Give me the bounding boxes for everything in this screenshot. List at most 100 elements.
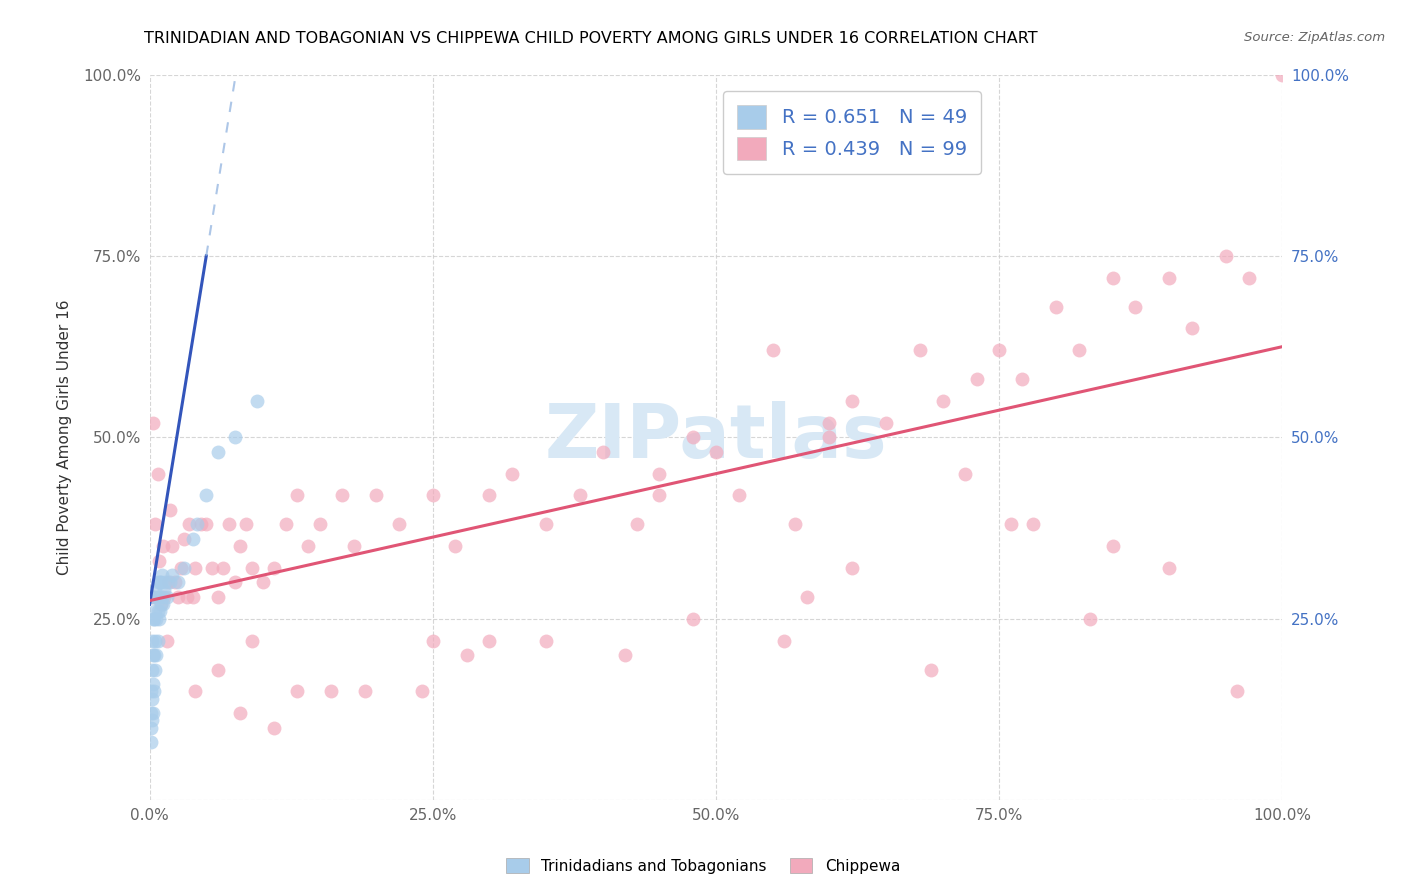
Point — [143, 590, 166, 604]
Point — [366, 488, 388, 502]
Point — [159, 575, 181, 590]
Point — [143, 663, 166, 677]
Point — [246, 394, 269, 409]
Point — [153, 582, 176, 597]
Point — [162, 539, 184, 553]
Text: Source: ZipAtlas.com: Source: ZipAtlas.com — [1244, 31, 1385, 45]
Point — [143, 605, 166, 619]
Point — [142, 612, 165, 626]
Point — [142, 590, 165, 604]
Point — [173, 561, 195, 575]
Point — [141, 714, 163, 728]
Point — [163, 575, 186, 590]
Point — [841, 394, 863, 409]
Point — [145, 612, 167, 626]
Point — [1022, 517, 1045, 532]
Point — [201, 561, 224, 575]
Point — [342, 539, 364, 553]
Point — [146, 467, 169, 481]
Point — [152, 539, 174, 553]
Y-axis label: Child Poverty Among Girls Under 16: Child Poverty Among Girls Under 16 — [58, 300, 72, 575]
Point — [1215, 249, 1237, 263]
Point — [534, 517, 557, 532]
Point — [240, 633, 263, 648]
Point — [682, 612, 704, 626]
Point — [150, 568, 173, 582]
Point — [422, 633, 444, 648]
Point — [155, 575, 177, 590]
Point — [1159, 561, 1181, 575]
Point — [224, 575, 246, 590]
Text: TRINIDADIAN AND TOBAGONIAN VS CHIPPEWA CHILD POVERTY AMONG GIRLS UNDER 16 CORREL: TRINIDADIAN AND TOBAGONIAN VS CHIPPEWA C… — [143, 31, 1038, 46]
Point — [626, 517, 648, 532]
Point — [152, 597, 174, 611]
Point — [139, 590, 162, 604]
Point — [1011, 372, 1033, 386]
Point — [1271, 68, 1294, 82]
Point — [534, 633, 557, 648]
Point — [167, 575, 190, 590]
Point — [142, 648, 165, 662]
Point — [186, 517, 208, 532]
Point — [141, 691, 163, 706]
Point — [841, 561, 863, 575]
Point — [1101, 270, 1123, 285]
Point — [207, 590, 229, 604]
Point — [153, 590, 176, 604]
Point — [207, 663, 229, 677]
Point — [1000, 517, 1022, 532]
Point — [141, 663, 163, 677]
Point — [818, 430, 841, 444]
Point — [274, 517, 297, 532]
Point — [224, 430, 246, 444]
Point — [762, 343, 785, 358]
Point — [145, 590, 167, 604]
Point — [143, 517, 166, 532]
Point — [411, 684, 433, 698]
Point — [176, 590, 198, 604]
Point — [704, 445, 727, 459]
Text: ZIPatlas: ZIPatlas — [544, 401, 887, 474]
Point — [444, 539, 467, 553]
Point — [1101, 539, 1123, 553]
Point — [170, 561, 193, 575]
Point — [875, 416, 897, 430]
Point — [149, 597, 172, 611]
Point — [235, 517, 257, 532]
Point — [207, 445, 229, 459]
Point — [181, 590, 204, 604]
Point — [614, 648, 637, 662]
Point — [139, 706, 162, 720]
Point — [142, 416, 165, 430]
Point — [354, 684, 377, 698]
Point — [149, 605, 172, 619]
Point — [156, 590, 179, 604]
Point — [1159, 270, 1181, 285]
Point — [1237, 270, 1260, 285]
Point — [149, 597, 172, 611]
Point — [149, 575, 172, 590]
Point — [218, 517, 240, 532]
Point — [478, 488, 501, 502]
Point — [388, 517, 411, 532]
Point — [162, 568, 184, 582]
Point — [285, 684, 308, 698]
Point — [818, 416, 841, 430]
Point — [1067, 343, 1090, 358]
Point — [285, 488, 308, 502]
Point — [139, 684, 162, 698]
Point — [179, 517, 201, 532]
Point — [308, 517, 330, 532]
Point — [1045, 300, 1067, 314]
Point — [149, 575, 172, 590]
Point — [146, 633, 169, 648]
Point — [142, 706, 165, 720]
Point — [592, 445, 614, 459]
Point — [139, 721, 162, 735]
Point — [988, 343, 1011, 358]
Point — [143, 582, 166, 597]
Point — [569, 488, 592, 502]
Point — [143, 612, 166, 626]
Point — [195, 488, 218, 502]
Point — [966, 372, 988, 386]
